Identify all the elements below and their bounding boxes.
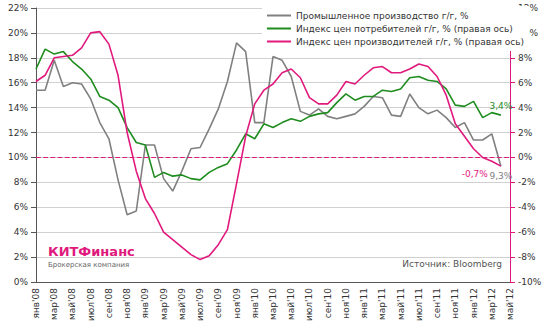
svg-text:КИТФинанс: КИТФинанс	[48, 244, 135, 259]
svg-text:8%: 8%	[14, 177, 29, 187]
svg-text:июл'11: июл'11	[414, 288, 424, 321]
svg-text:-10%: -10%	[518, 277, 542, 287]
svg-text:ноя'10: ноя'10	[341, 288, 351, 319]
svg-text:-8%: -8%	[518, 252, 536, 262]
svg-text:ноя'08: ноя'08	[122, 288, 132, 319]
svg-text:янв'12: янв'12	[469, 288, 479, 319]
svg-text:Индекс цен потребителей г/г, %: Индекс цен потребителей г/г, % (правая о…	[296, 24, 513, 34]
svg-text:мар'12: мар'12	[487, 288, 497, 320]
svg-text:0%: 0%	[518, 152, 533, 162]
svg-text:Брокерская компания: Брокерская компания	[48, 261, 129, 269]
svg-text:сен'08: сен'08	[104, 288, 114, 319]
svg-text:9,3%: 9,3%	[489, 171, 512, 181]
svg-text:мар'10: мар'10	[268, 288, 278, 320]
svg-text:ноя'11: ноя'11	[450, 288, 460, 319]
svg-text:май'11: май'11	[396, 288, 406, 320]
svg-text:0%: 0%	[14, 277, 29, 287]
svg-text:-2%: -2%	[518, 177, 536, 187]
svg-text:мар'09: мар'09	[159, 288, 169, 320]
svg-text:июл'09: июл'09	[195, 288, 205, 321]
svg-text:янв'09: янв'09	[140, 288, 150, 319]
svg-text:4%: 4%	[14, 227, 29, 237]
svg-text:-6%: -6%	[518, 227, 536, 237]
svg-text:май'09: май'09	[177, 288, 187, 320]
svg-text:ноя'09: ноя'09	[232, 288, 242, 319]
svg-text:Промышленное производство г/г,: Промышленное производство г/г, %	[296, 11, 469, 21]
svg-text:10%: 10%	[8, 152, 28, 162]
svg-text:май'10: май'10	[286, 288, 296, 320]
svg-text:6%: 6%	[14, 202, 29, 212]
svg-text:22%: 22%	[8, 3, 28, 13]
svg-text:мар'08: мар'08	[49, 288, 59, 320]
svg-text:12%: 12%	[8, 128, 28, 138]
svg-text:20%: 20%	[8, 28, 28, 38]
svg-text:Источник: Bloomberg: Источник: Bloomberg	[402, 259, 502, 269]
svg-text:3,4%: 3,4%	[489, 101, 512, 111]
svg-text:4%: 4%	[518, 103, 533, 113]
svg-text:май'08: май'08	[67, 288, 77, 320]
svg-text:мар'11: мар'11	[377, 288, 387, 320]
svg-text:янв'10: янв'10	[250, 288, 260, 319]
svg-text:июл'08: июл'08	[86, 288, 96, 321]
svg-text:16%: 16%	[8, 78, 28, 88]
svg-text:янв'08: янв'08	[31, 288, 41, 319]
svg-text:14%: 14%	[8, 103, 28, 113]
svg-text:сен'10: сен'10	[323, 288, 333, 319]
svg-text:сен'09: сен'09	[213, 288, 223, 319]
svg-text:Индекс цен производителей г/г,: Индекс цен производителей г/г, % (правая…	[296, 37, 524, 47]
svg-text:май'12: май'12	[505, 288, 515, 320]
svg-text:-0,7%: -0,7%	[462, 169, 489, 179]
svg-text:6%: 6%	[518, 78, 533, 88]
svg-text:-4%: -4%	[518, 202, 536, 212]
svg-text:18%: 18%	[8, 53, 28, 63]
svg-text:июл'10: июл'10	[304, 288, 314, 321]
svg-text:сен'11: сен'11	[432, 288, 442, 318]
svg-text:янв'11: янв'11	[359, 288, 369, 319]
svg-text:2%: 2%	[518, 128, 533, 138]
svg-text:8%: 8%	[518, 53, 533, 63]
svg-text:2%: 2%	[14, 252, 29, 262]
